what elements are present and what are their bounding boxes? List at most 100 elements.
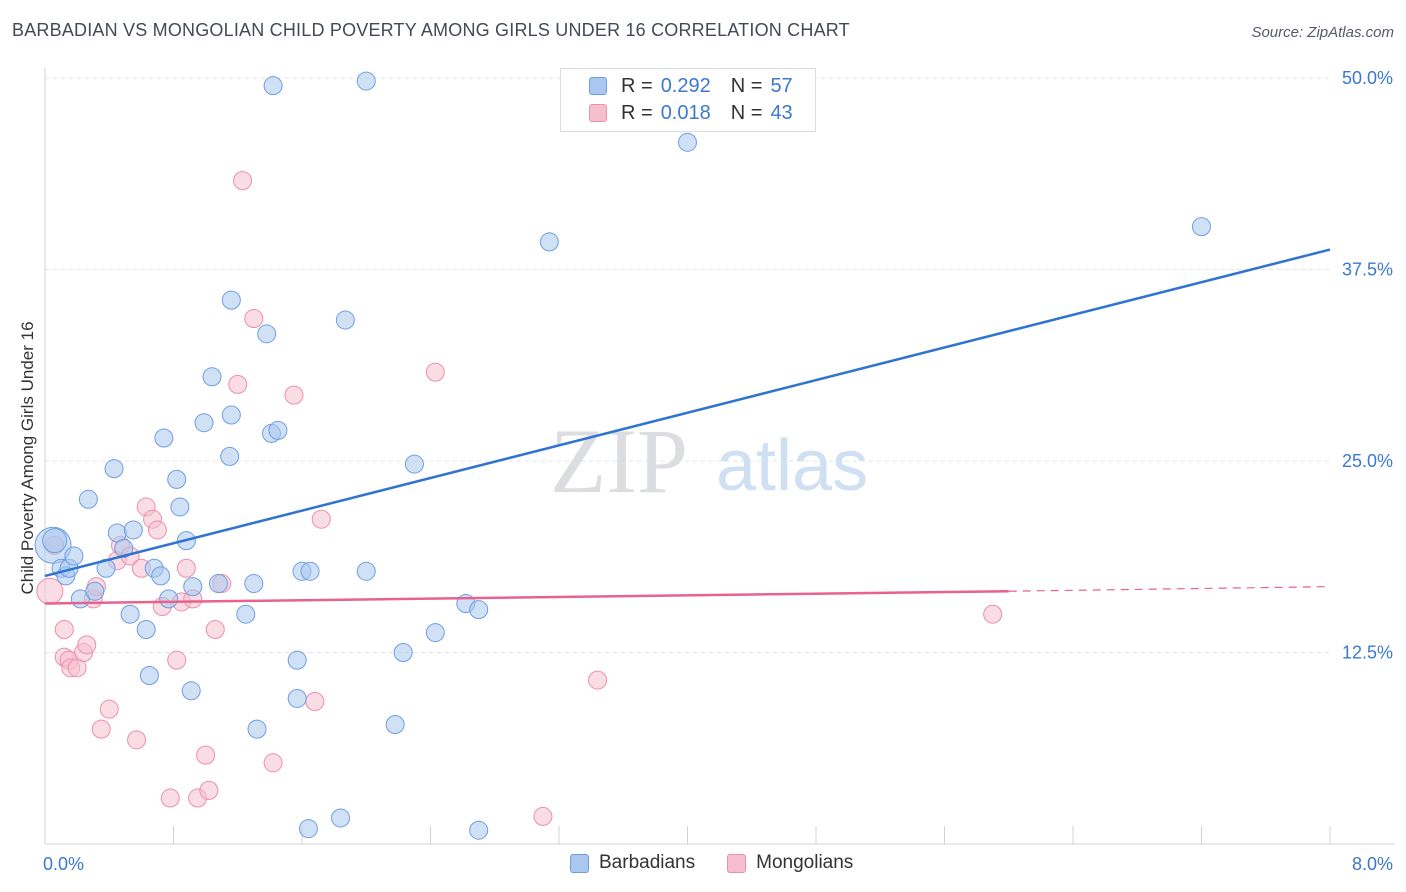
barbadians-point: [356, 71, 376, 91]
barbadians-point: [208, 574, 228, 594]
barbadians-point: [425, 623, 445, 643]
barbadians-trend-line: [44, 248, 1331, 578]
legend-n-label: N =: [730, 74, 763, 97]
y-axis-label: Child Poverty Among Girls Under 16: [18, 321, 37, 594]
barbadians-point: [469, 600, 489, 620]
mongolians-point: [284, 385, 304, 405]
barbadians-point: [114, 538, 134, 558]
watermark-atlas: atlas: [716, 426, 868, 506]
mongolians-point: [160, 788, 180, 808]
mongolians-point: [205, 620, 225, 640]
barbadians-point: [298, 819, 318, 839]
barbadians-point: [194, 413, 214, 433]
mongolians-point: [263, 753, 283, 773]
barbadians-point: [221, 290, 241, 310]
tick-labels: 12.5% 25.0% 37.5% 50.0% 0.0% 8.0%: [43, 68, 1393, 874]
mongolians-point: [228, 374, 248, 394]
barbadians-points: [34, 71, 1211, 840]
barbadians-point: [385, 715, 405, 735]
y-tick-label: 25.0%: [1342, 451, 1393, 471]
barbadians-point: [183, 577, 203, 597]
barbadians-point: [678, 132, 697, 152]
legend-n-label: N =: [730, 101, 763, 124]
barbadians-point: [64, 546, 84, 566]
mongolians-point: [176, 558, 196, 578]
barbadians-point: [1192, 217, 1211, 237]
zipatlas-watermark: ZIP atlas: [550, 410, 868, 512]
barbadians-point: [244, 574, 264, 594]
legend-r-value: 0.292: [660, 74, 711, 97]
legend-item-barbadians[interactable]: Barbadians: [570, 852, 695, 874]
legend-r-label: R =: [621, 101, 653, 124]
barbadians-point: [221, 405, 241, 425]
barbadians-point: [151, 566, 171, 586]
barbadians-point: [85, 581, 105, 601]
barbadians-point: [300, 561, 320, 581]
legend-swatch-mongolians: [727, 853, 747, 873]
x-tick-label: 0.0%: [43, 854, 84, 874]
barbadians-point: [154, 428, 174, 448]
mongolians-point: [305, 692, 325, 712]
mongolians-point: [54, 620, 74, 640]
barbadians-point: [123, 520, 143, 540]
y-tick-label: 37.5%: [1342, 260, 1393, 280]
mongolians-points: [36, 171, 1003, 826]
axes: [44, 68, 1395, 845]
legend-swatch-barbadians: [570, 853, 589, 873]
grid-lines: [45, 77, 1330, 653]
barbadians-point: [393, 643, 413, 662]
barbadians-point: [247, 719, 267, 739]
barbadians-point: [167, 469, 187, 489]
barbadians-point: [539, 232, 559, 252]
legend-swatch-mongolians: [589, 104, 607, 122]
mongolians-point: [196, 745, 216, 765]
legend-r-label: R =: [621, 74, 653, 97]
barbadians-point: [220, 446, 240, 466]
mongolians-point: [425, 362, 445, 382]
barbadians-point: [331, 808, 351, 828]
legend-row-barbadians: R = 0.292 N = 57: [589, 73, 793, 99]
barbadians-point: [236, 604, 256, 624]
barbadians-point: [202, 367, 222, 387]
mongolians-point: [127, 730, 147, 750]
legend-row-mongolians: R = 0.018 N = 43: [589, 100, 793, 126]
legend-swatch-barbadians: [589, 77, 607, 95]
trend-lines: [44, 248, 1331, 605]
barbadians-point: [263, 76, 283, 96]
legend-label-barbadians: Barbadians: [599, 852, 696, 873]
chart-title: BARBADIAN VS MONGOLIAN CHILD POVERTY AMO…: [12, 20, 850, 40]
watermark-zip: ZIP: [550, 410, 688, 512]
correlation-legend: R = 0.292 N = 57 R = 0.018 N = 43: [560, 68, 816, 132]
mongolians-point: [588, 670, 608, 690]
legend-label-mongolians: Mongolians: [756, 852, 854, 873]
legend-n-value: 57: [770, 74, 793, 97]
barbadians-point: [78, 489, 98, 509]
barbadians-point: [181, 681, 201, 701]
x-tick-label: 8.0%: [1352, 854, 1393, 874]
mongolians-point: [983, 604, 1003, 624]
source-label: Source: ZipAtlas.com: [1251, 24, 1394, 41]
barbadians-point: [104, 459, 124, 479]
barbadians-point: [287, 688, 307, 708]
mongolians-point: [91, 719, 111, 739]
mongolians-point: [199, 780, 219, 800]
mongolians-point: [77, 635, 97, 655]
barbadians-point: [356, 561, 376, 581]
legend-n-value: 43: [770, 101, 793, 124]
series-legend: Barbadians Mongolians: [570, 852, 885, 874]
barbadians-point: [469, 820, 489, 840]
mongolians-trend-extension: [1008, 586, 1331, 592]
barbadians-point: [404, 454, 424, 474]
mongolians-point: [233, 171, 253, 191]
barbadians-point: [287, 650, 307, 670]
barbadians-point: [139, 665, 159, 685]
barbadians-point: [268, 420, 288, 440]
mongolians-point: [533, 806, 553, 826]
mongolians-point: [244, 309, 264, 329]
y-tick-label: 50.0%: [1342, 68, 1393, 88]
legend-item-mongolians[interactable]: Mongolians: [727, 852, 853, 874]
mongolians-point: [147, 520, 167, 540]
barbadians-point: [170, 497, 190, 517]
mongolians-point: [99, 699, 119, 719]
